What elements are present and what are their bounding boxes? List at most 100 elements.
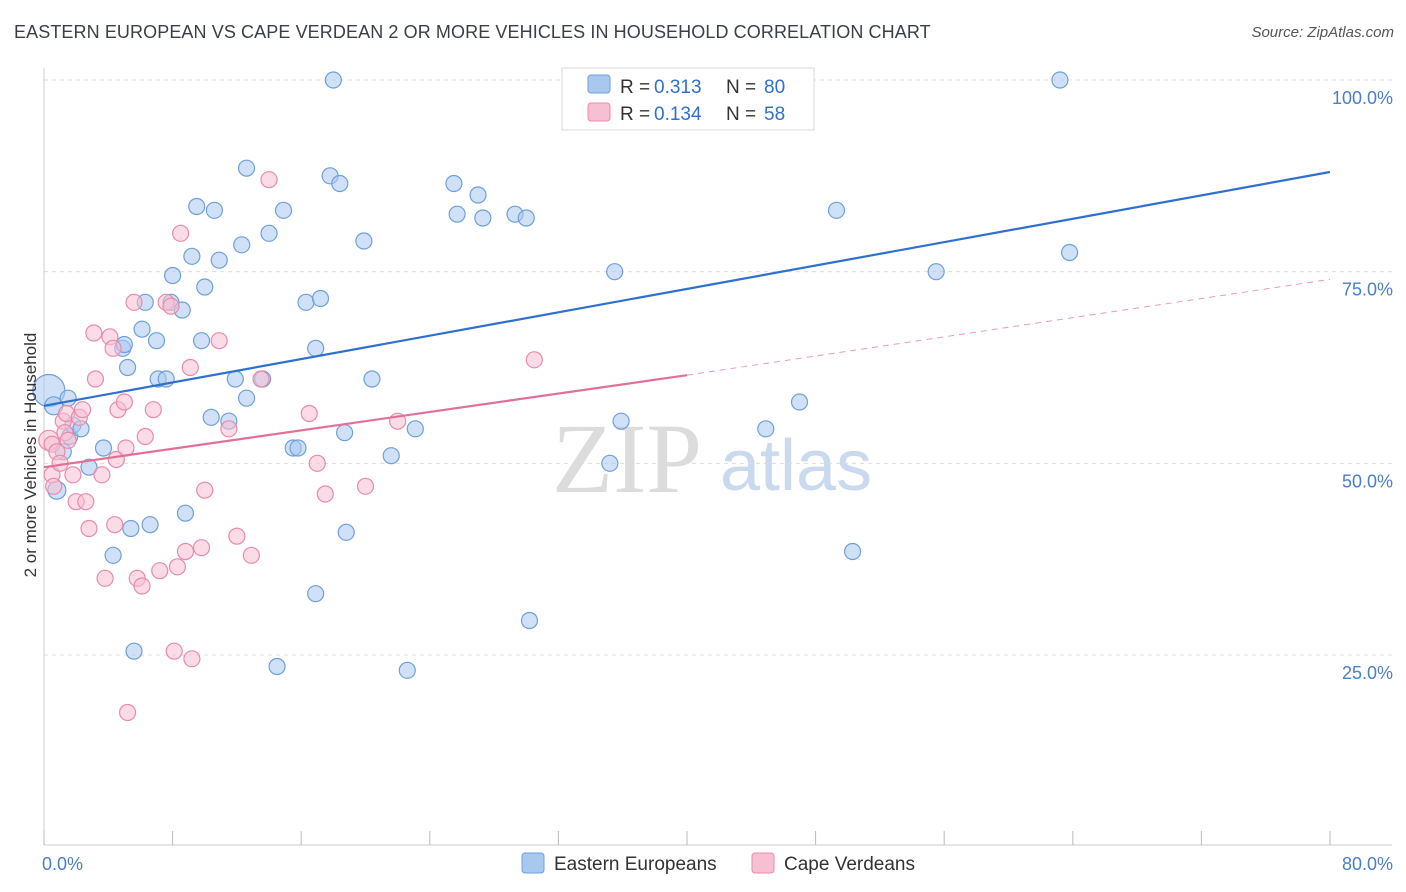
point-eastern-european bbox=[289, 439, 307, 457]
point-eastern-european bbox=[202, 408, 220, 426]
point-cape-verdean bbox=[104, 339, 122, 357]
point-cape-verdean bbox=[525, 351, 543, 369]
point-cape-verdean bbox=[196, 481, 214, 499]
point-eastern-european bbox=[147, 332, 166, 350]
point-eastern-european bbox=[307, 585, 325, 603]
point-eastern-european bbox=[210, 251, 228, 269]
point-cape-verdean bbox=[80, 519, 98, 538]
point-cape-verdean bbox=[192, 539, 211, 557]
legend-r-label-1: R = bbox=[620, 77, 650, 98]
point-cape-verdean bbox=[125, 293, 143, 311]
point-eastern-european bbox=[1060, 243, 1079, 262]
x-tick-label-min: 0.0% bbox=[42, 854, 83, 874]
point-cape-verdean bbox=[162, 297, 180, 315]
point-cape-verdean bbox=[59, 431, 77, 449]
trend-line-cape-verdeans bbox=[43, 374, 688, 469]
point-cape-verdean bbox=[356, 477, 375, 495]
point-eastern-european bbox=[1051, 71, 1069, 89]
legend-r-value-1: 0.313 bbox=[654, 77, 702, 98]
point-eastern-european bbox=[448, 205, 466, 223]
series-swatch-eastern-europeans bbox=[521, 852, 545, 874]
point-eastern-european bbox=[196, 278, 214, 296]
point-eastern-european bbox=[520, 611, 539, 630]
point-eastern-european bbox=[176, 504, 195, 522]
point-eastern-european bbox=[382, 447, 400, 465]
point-eastern-european bbox=[297, 293, 315, 311]
trend-extension-cape-verdeans bbox=[686, 278, 1331, 376]
point-eastern-european bbox=[122, 519, 140, 538]
y-tick-label-50: 50.0% bbox=[1342, 471, 1393, 491]
point-eastern-european bbox=[260, 224, 278, 242]
point-eastern-european bbox=[601, 454, 619, 472]
point-cape-verdean bbox=[86, 370, 105, 388]
axes bbox=[43, 68, 1392, 846]
point-eastern-european bbox=[237, 389, 256, 407]
point-eastern-european bbox=[80, 458, 98, 476]
legend-swatch-eastern-europeans bbox=[587, 74, 611, 94]
point-cape-verdean bbox=[252, 370, 270, 388]
point-cape-verdean bbox=[172, 224, 190, 242]
point-cape-verdean bbox=[106, 516, 124, 534]
watermark-atlas: atlas bbox=[720, 426, 872, 506]
point-cape-verdean bbox=[176, 542, 195, 561]
point-cape-verdean bbox=[144, 401, 162, 419]
y-axis-label: 2 or more Vehicles in Household bbox=[21, 333, 40, 578]
point-eastern-european bbox=[517, 209, 535, 227]
point-cape-verdean bbox=[77, 493, 95, 511]
point-eastern-european bbox=[843, 542, 862, 561]
point-cape-verdean bbox=[242, 546, 260, 564]
trend-lines bbox=[43, 170, 1331, 469]
point-cape-verdean bbox=[45, 477, 63, 495]
point-cape-verdean bbox=[85, 324, 103, 342]
series-label-cape-verdeans: Cape Verdeans bbox=[784, 854, 915, 875]
point-cape-verdean bbox=[93, 466, 111, 484]
point-eastern-european bbox=[331, 174, 349, 193]
point-cape-verdean bbox=[115, 393, 133, 411]
chart-title: EASTERN EUROPEAN VS CAPE VERDEAN 2 OR MO… bbox=[14, 22, 931, 42]
legend-r-label-2: R = bbox=[620, 104, 650, 125]
point-cape-verdean bbox=[183, 650, 201, 668]
point-eastern-european bbox=[307, 339, 325, 357]
point-eastern-european bbox=[827, 201, 846, 219]
series-swatch-cape-verdeans bbox=[751, 852, 775, 874]
y-tick-label-25: 25.0% bbox=[1342, 663, 1393, 683]
point-eastern-european bbox=[118, 358, 137, 377]
point-eastern-european bbox=[104, 546, 122, 564]
point-eastern-european bbox=[237, 159, 256, 177]
point-eastern-european bbox=[188, 197, 206, 216]
legend-r-value-2: 0.134 bbox=[654, 104, 702, 125]
point-eastern-european bbox=[757, 420, 775, 438]
point-eastern-european bbox=[311, 289, 330, 308]
source-credit: Source: ZipAtlas.com bbox=[1251, 24, 1394, 41]
trend-line-eastern-europeans bbox=[43, 170, 1331, 407]
point-eastern-european bbox=[183, 247, 201, 265]
point-eastern-european bbox=[133, 320, 151, 338]
point-eastern-european bbox=[274, 201, 293, 219]
point-eastern-european bbox=[59, 389, 77, 407]
point-eastern-european bbox=[233, 236, 251, 254]
point-cape-verdean bbox=[151, 562, 169, 580]
point-cape-verdean bbox=[316, 485, 334, 503]
y-tick-labels: 25.0% 50.0% 75.0% 100.0% bbox=[1332, 88, 1393, 683]
point-cape-verdean bbox=[210, 332, 228, 350]
y-tick-label-100: 100.0% bbox=[1332, 88, 1393, 108]
point-eastern-european bbox=[336, 424, 354, 442]
point-eastern-european bbox=[406, 420, 424, 438]
legend: R = 0.313 N = 80 R = 0.134 N = 58 bbox=[561, 67, 815, 131]
series-legend: Eastern Europeans Cape Verdeans bbox=[521, 852, 915, 875]
point-eastern-european bbox=[141, 516, 159, 534]
point-cape-verdean bbox=[118, 703, 137, 722]
legend-n-label-1: N = bbox=[726, 77, 756, 98]
point-eastern-european bbox=[355, 232, 373, 250]
data-points bbox=[32, 71, 1079, 722]
point-cape-verdean bbox=[168, 558, 187, 576]
legend-swatch-cape-verdeans bbox=[587, 102, 611, 122]
legend-n-label-2: N = bbox=[726, 104, 756, 125]
point-cape-verdean bbox=[64, 466, 82, 484]
point-cape-verdean bbox=[133, 577, 151, 595]
point-eastern-european bbox=[469, 186, 487, 204]
point-cape-verdean bbox=[73, 401, 92, 419]
point-cape-verdean bbox=[308, 454, 326, 472]
point-eastern-european bbox=[164, 266, 182, 285]
